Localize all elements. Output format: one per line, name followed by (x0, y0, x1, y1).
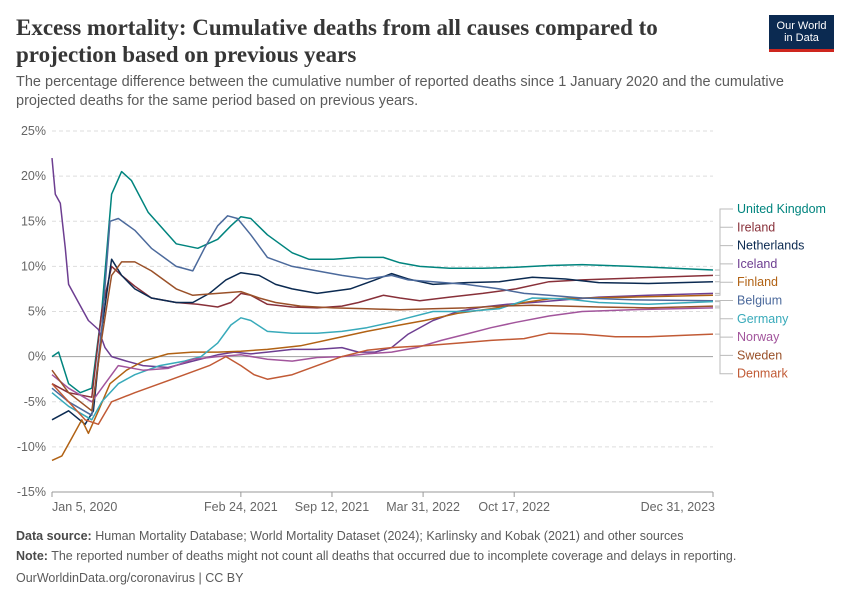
series-line-germany (51, 297, 714, 421)
x-tick-label: Jan 5, 2020 (52, 500, 117, 514)
y-tick-label: 0% (28, 350, 46, 364)
y-tick-label: 20% (21, 169, 46, 183)
legend-connector (715, 307, 733, 338)
legend-item-belgium[interactable]: Belgium (715, 294, 782, 308)
note-text: The reported number of deaths might not … (51, 549, 737, 563)
legend-label: Norway (737, 330, 780, 344)
legend-connector (715, 263, 733, 294)
legend-label: Denmark (737, 367, 788, 381)
legend-label: Iceland (737, 257, 777, 271)
legend-label: Ireland (737, 220, 775, 234)
series-line-netherlands (51, 258, 714, 426)
series-line-belgium (51, 215, 714, 417)
source-line: Data source: Human Mortality Database; W… (16, 529, 683, 543)
x-axis: Jan 5, 2020 Feb 24, 2021 Sep 12, 2021 Mar 3… (51, 491, 715, 514)
y-tick-label: -15% (17, 485, 46, 499)
series-line-ireland (51, 265, 714, 398)
series-line-denmark (51, 332, 714, 426)
grid-lines (52, 130, 713, 493)
legend[interactable]: United Kingdom Ireland Netherlands Iceland F… (715, 202, 826, 381)
y-tick-label: -5% (24, 395, 46, 409)
legend-connector (715, 226, 733, 276)
series-line-norway (51, 307, 714, 403)
series-lines (51, 158, 714, 462)
legend-label: United Kingdom (737, 202, 826, 216)
x-tick-label: Oct 17, 2022 (478, 500, 550, 514)
chart-title: Excess mortality: Cumulative deaths from… (16, 15, 658, 67)
logo-line-1: Our World (776, 20, 827, 32)
series-line-finland (51, 294, 714, 462)
legend-item-iceland[interactable]: Iceland (715, 257, 777, 294)
y-tick-label: -10% (17, 440, 46, 454)
note-label: Note: (16, 549, 48, 563)
legend-connector (715, 301, 733, 320)
note-line: Note: The reported number of deaths migh… (16, 549, 736, 563)
legend-label: Netherlands (737, 239, 804, 253)
legend-label: Sweden (737, 348, 782, 362)
x-tick-label: Mar 31, 2022 (386, 500, 460, 514)
source-label: Data source: (16, 529, 92, 543)
source-url[interactable]: OurWorldinData.org/coronavirus | CC BY (16, 571, 244, 585)
y-tick-label: 10% (21, 259, 46, 273)
series-line-sweden (51, 261, 714, 412)
y-tick-label: 5% (28, 305, 46, 319)
y-tick-label: 25% (21, 124, 46, 138)
y-axis: -15% -10% -5% 0% 5% 10% 15% 20% 25% (17, 124, 46, 499)
chart-subtitle: The percentage difference between the cu… (16, 74, 784, 109)
legend-item-denmark[interactable]: Denmark (715, 333, 788, 381)
owid-logo[interactable]: Our World in Data (769, 15, 834, 52)
legend-label: Germany (737, 312, 789, 326)
x-tick-label: Sep 12, 2021 (295, 500, 369, 514)
legend-item-finland[interactable]: Finland (715, 275, 778, 296)
x-tick-label: Feb 24, 2021 (204, 500, 278, 514)
y-tick-label: 15% (21, 214, 46, 228)
legend-connector (715, 333, 733, 375)
legend-connector (715, 305, 733, 356)
legend-label: Belgium (737, 294, 782, 308)
source-text: Human Mortality Database; World Mortalit… (95, 529, 684, 543)
logo-line-2: in Data (784, 32, 819, 44)
legend-connector (715, 208, 733, 271)
legend-item-sweden[interactable]: Sweden (715, 305, 782, 362)
legend-label: Finland (737, 275, 778, 289)
legend-connector (715, 281, 733, 296)
x-tick-label: Dec 31, 2023 (641, 500, 715, 514)
